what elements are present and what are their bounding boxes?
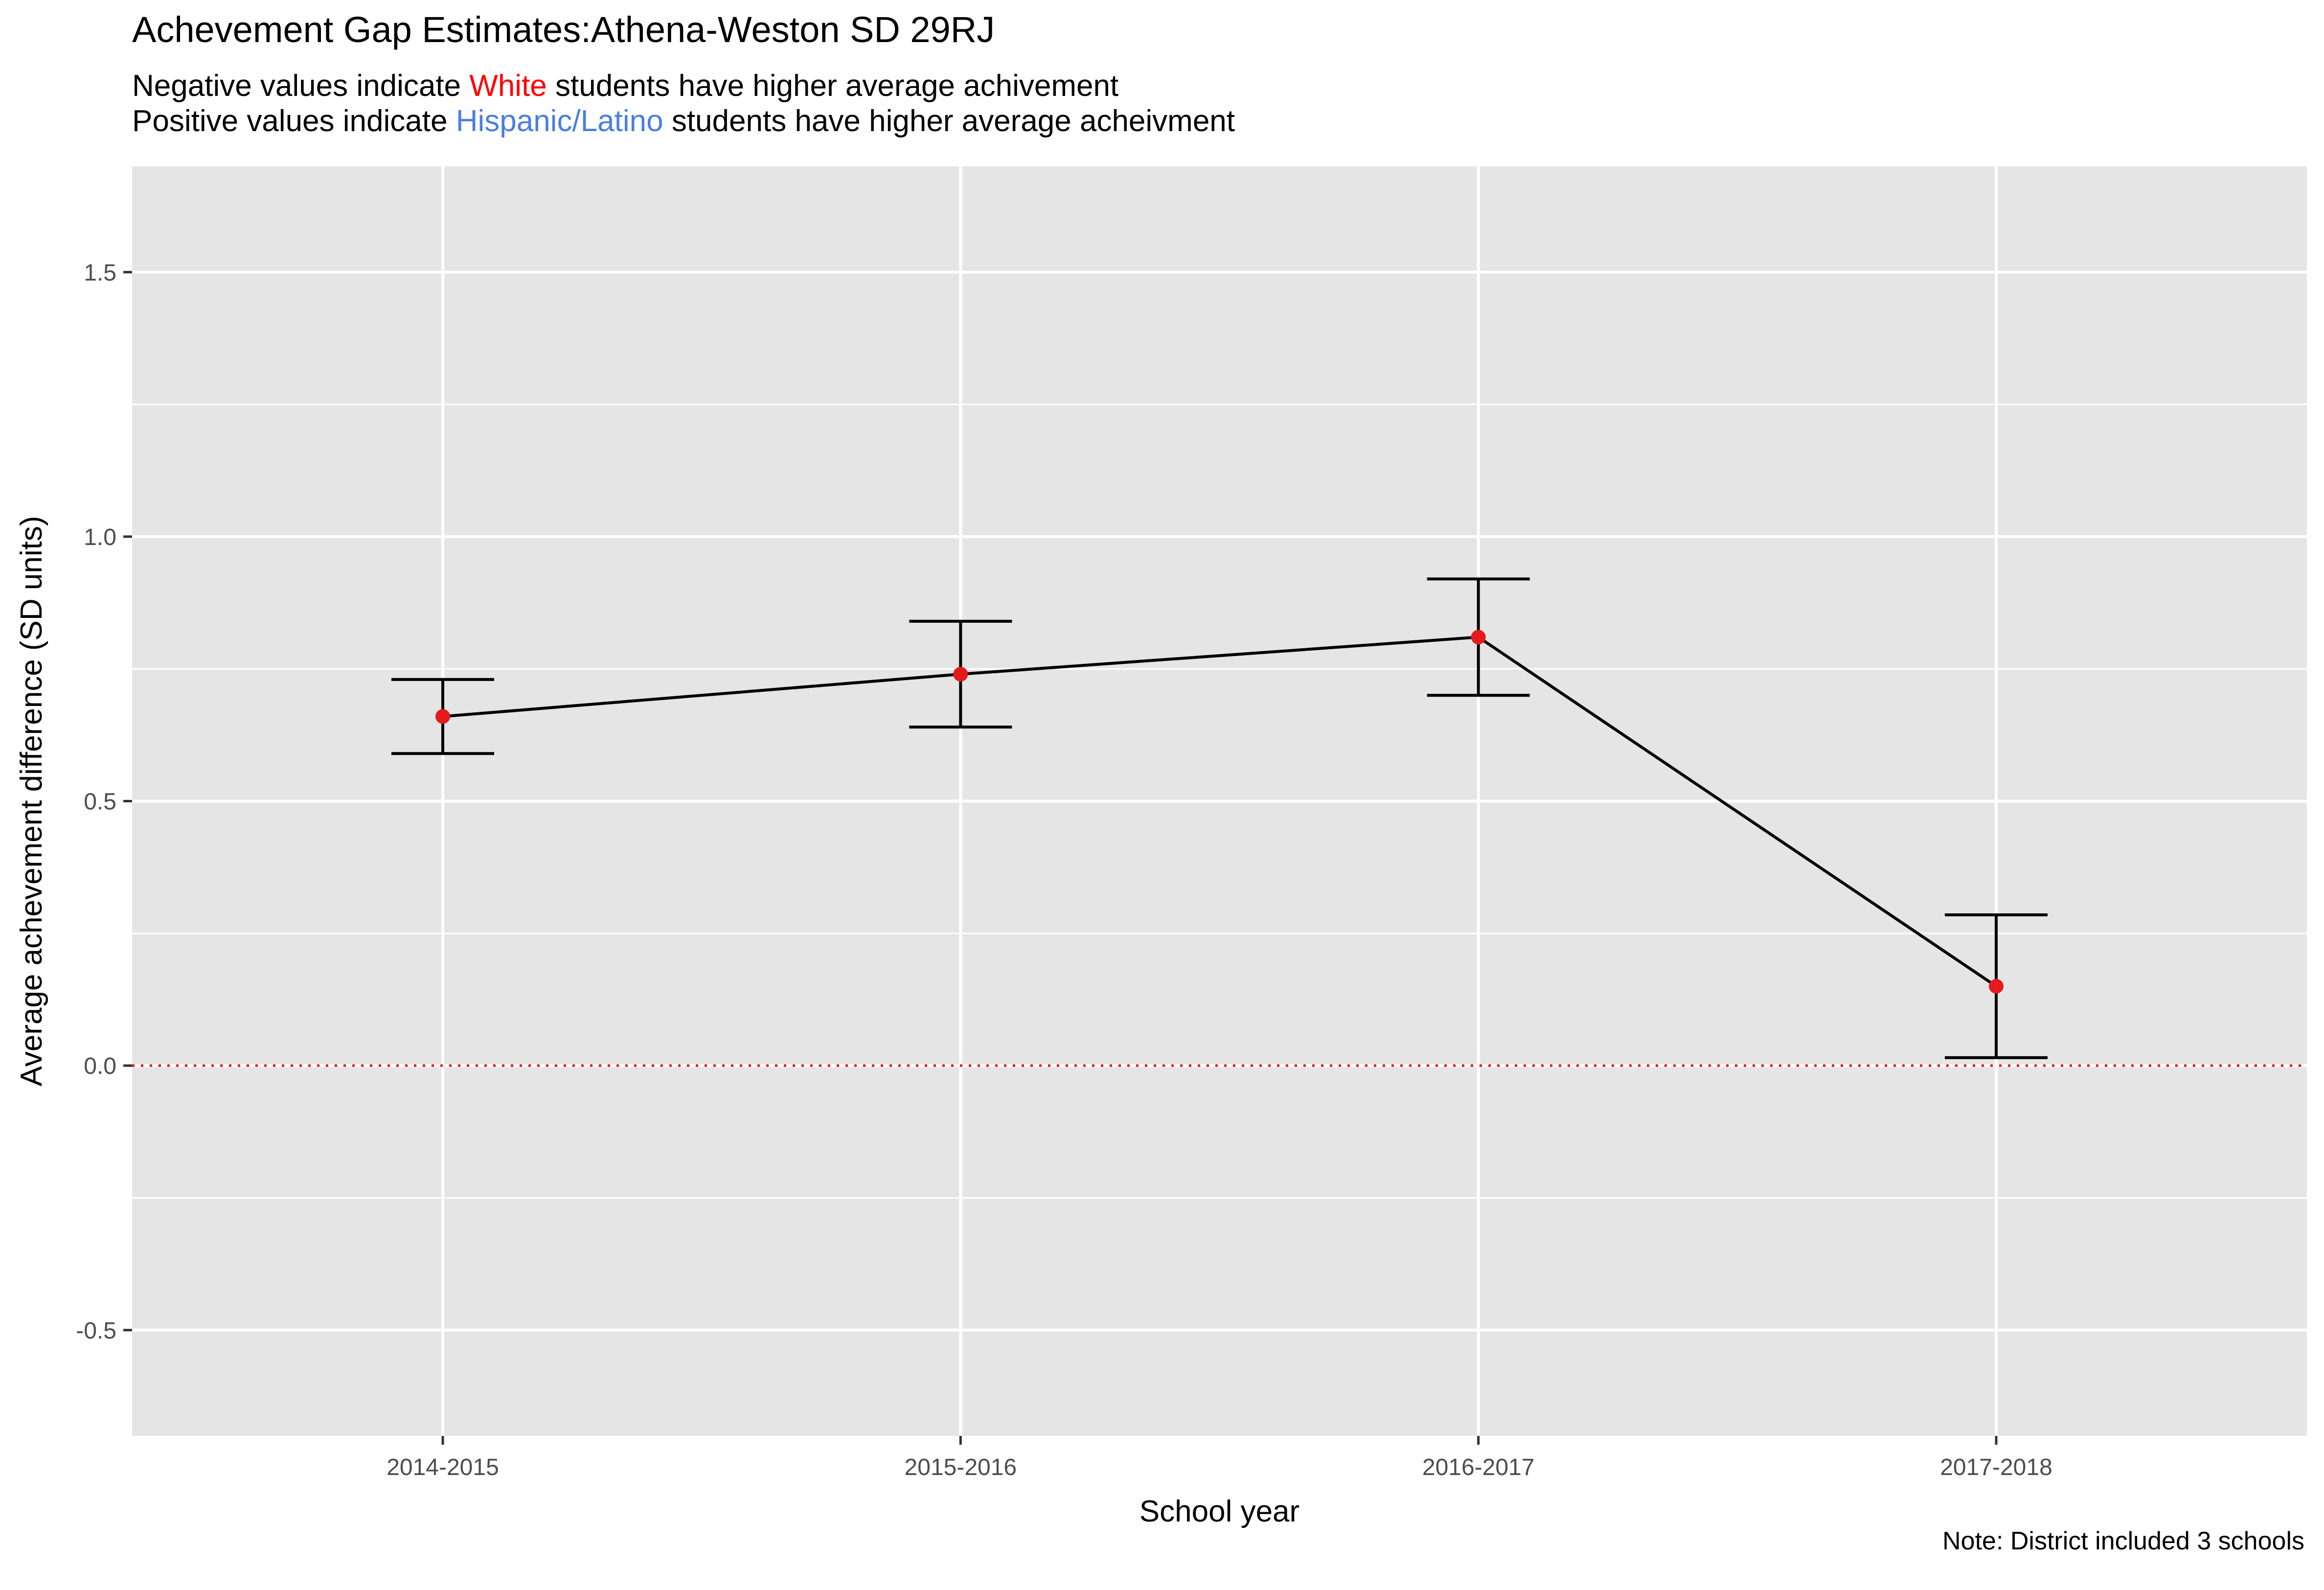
subtitle-hispanic-highlight: Hispanic/Latino	[456, 104, 663, 138]
x-tick-label: 2017-2018	[1940, 1454, 2052, 1480]
series-line	[442, 636, 1997, 988]
major-gridlines	[132, 166, 2307, 1436]
y-axis: -0.5 0.0 0.5 1.0 1.5	[76, 260, 132, 1344]
chart-caption: Note: District included 3 schools	[1942, 1527, 2304, 1555]
y-axis-label: Average achevement difference (SD units)	[15, 516, 48, 1086]
y-tick-label: 0.0	[84, 1053, 116, 1079]
chart-subtitle-negative: Negative values indicate White students …	[132, 68, 1118, 103]
data-point	[1471, 630, 1486, 645]
subtitle-negative-prefix: Negative values indicate	[132, 69, 470, 103]
subtitle-positive-suffix: students have higher average acheivment	[663, 104, 1235, 138]
y-tick-label: 1.0	[84, 524, 116, 550]
x-tick-label: 2014-2015	[387, 1454, 499, 1480]
data-point	[953, 667, 968, 681]
y-tick-label: -0.5	[76, 1318, 116, 1344]
data-points	[435, 630, 2004, 994]
chart-title: Achevement Gap Estimates:Athena-Weston S…	[132, 9, 995, 50]
x-axis-label: School year	[1139, 1495, 1299, 1528]
x-tick-label: 2015-2016	[905, 1454, 1017, 1480]
subtitle-positive-prefix: Positive values indicate	[132, 104, 456, 138]
chart-subtitle-positive: Positive values indicate Hispanic/Latino…	[132, 104, 1235, 138]
data-point	[1989, 978, 2004, 994]
y-tick-label: 1.5	[84, 260, 116, 286]
x-tick-label: 2016-2017	[1422, 1454, 1535, 1480]
subtitle-white-highlight: White	[469, 69, 547, 103]
x-axis: 2014-2015 2015-2016 2016-2017 2017-2018	[387, 1436, 2052, 1480]
subtitle-negative-suffix: students have higher average achivement	[547, 69, 1119, 103]
minor-gridlines	[132, 404, 2307, 1199]
y-tick-label: 0.5	[84, 789, 116, 815]
data-point	[435, 709, 450, 724]
